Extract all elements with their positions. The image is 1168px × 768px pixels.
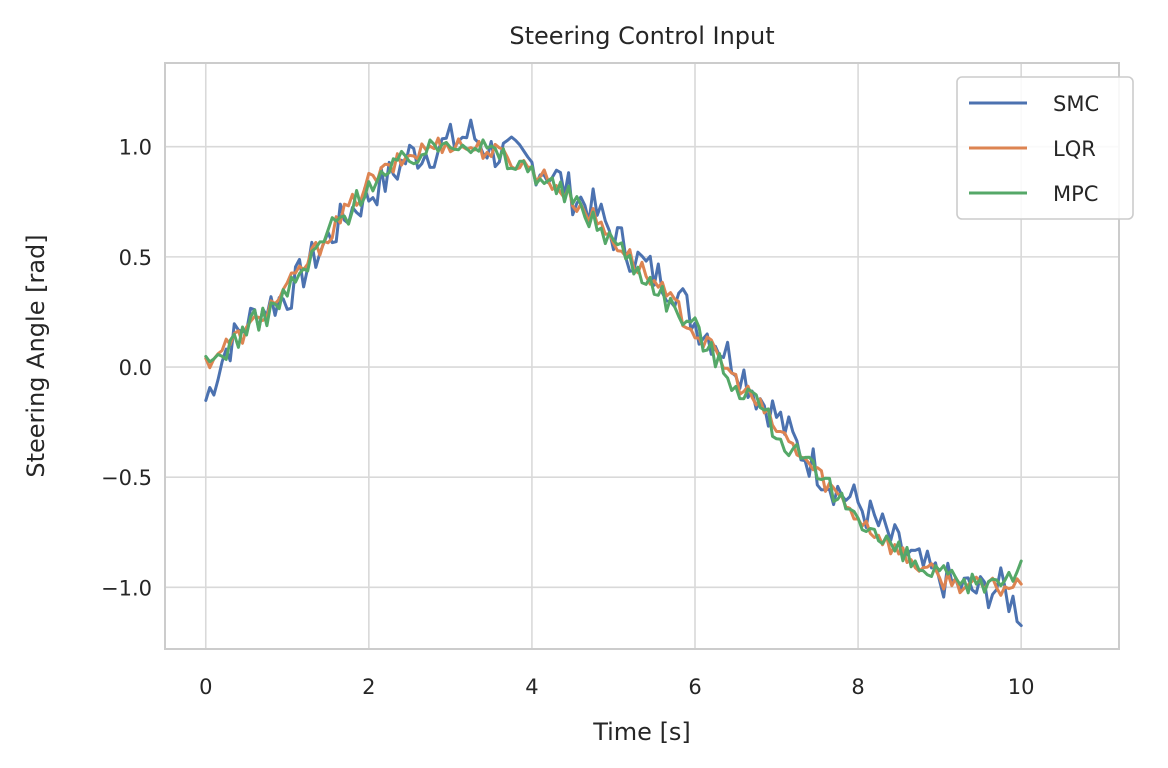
x-tick-label: 6 [688, 675, 701, 699]
legend-label-mpc: MPC [1053, 182, 1098, 206]
legend: SMC LQR MPC [956, 76, 1134, 220]
y-tick-label: 0.5 [119, 246, 152, 270]
x-axis-label: Time [s] [592, 718, 691, 746]
legend-label-smc: SMC [1053, 92, 1099, 116]
x-tick-label: 2 [362, 675, 375, 699]
y-tick-label: −1.0 [101, 576, 152, 600]
y-tick-label: 0.0 [119, 356, 152, 380]
tick-layer: 0 2 4 6 8 10 −1.0 −0.5 0.0 0.5 1.0 [101, 136, 1035, 699]
y-tick-label: 1.0 [119, 136, 152, 160]
series-layer [204, 118, 1023, 628]
legend-label-lqr: LQR [1053, 137, 1096, 161]
series-line-smc [204, 118, 1023, 628]
chart-title: Steering Control Input [509, 22, 774, 50]
x-tick-label: 10 [1008, 675, 1035, 699]
legend-frame [956, 76, 1134, 220]
x-tick-label: 8 [851, 675, 864, 699]
x-tick-label: 4 [525, 675, 538, 699]
y-axis-label: Steering Angle [rad] [22, 234, 50, 477]
series-line-mpc [204, 138, 1023, 595]
y-tick-label: −0.5 [101, 466, 152, 490]
plot-frame [164, 62, 1120, 650]
x-tick-label: 0 [199, 675, 212, 699]
